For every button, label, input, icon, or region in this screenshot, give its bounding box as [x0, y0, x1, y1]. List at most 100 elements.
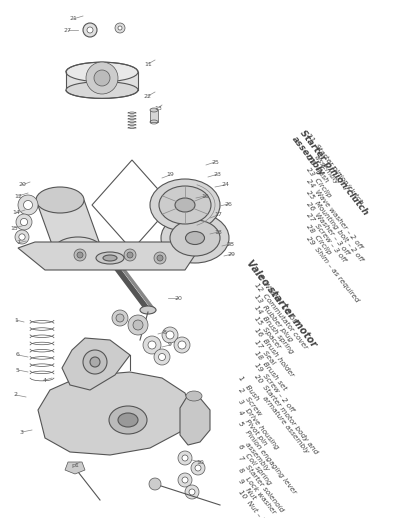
Text: 27  Screw – 3 off: 27 Screw – 3 off	[305, 212, 347, 263]
Text: 10  Nut – 2 off: 10 Nut – 2 off	[237, 490, 273, 518]
Polygon shape	[36, 200, 102, 250]
Text: 12: 12	[14, 194, 22, 198]
Text: 4   Pivot pin: 4 Pivot pin	[237, 409, 268, 447]
Text: 25: 25	[211, 160, 219, 165]
Circle shape	[112, 310, 128, 326]
Text: Starter pinion/clutch
assembly: Starter pinion/clutch assembly	[290, 128, 370, 223]
Text: 19  Screw – 2 off: 19 Screw – 2 off	[253, 362, 295, 413]
Text: 23: 23	[214, 171, 222, 177]
Circle shape	[74, 249, 86, 261]
Polygon shape	[180, 395, 210, 445]
Circle shape	[154, 349, 170, 365]
Text: 4: 4	[43, 378, 47, 382]
Text: 22: 22	[144, 94, 152, 98]
Text: 14: 14	[12, 210, 20, 215]
Text: 18  Brush set: 18 Brush set	[253, 350, 288, 392]
Text: 28: 28	[226, 241, 234, 247]
Text: armature assembly: armature assembly	[253, 384, 310, 455]
Text: 11  Washer – 2 off: 11 Washer – 2 off	[253, 270, 298, 325]
Text: 20: 20	[18, 182, 26, 188]
Circle shape	[158, 353, 166, 361]
Circle shape	[118, 26, 122, 30]
Circle shape	[166, 331, 174, 339]
Polygon shape	[38, 372, 192, 455]
Circle shape	[77, 252, 83, 258]
Ellipse shape	[103, 255, 117, 261]
Polygon shape	[18, 242, 195, 270]
Circle shape	[195, 465, 201, 471]
Circle shape	[15, 230, 29, 244]
Text: p1: p1	[71, 463, 79, 468]
Text: 10: 10	[196, 459, 204, 465]
Text: 20  Starter motor body and: 20 Starter motor body and	[253, 373, 319, 455]
Text: 26: 26	[224, 202, 232, 207]
Circle shape	[191, 461, 205, 475]
Text: 2   Screw: 2 Screw	[237, 386, 262, 416]
Text: 1: 1	[14, 318, 18, 323]
Circle shape	[133, 320, 143, 330]
Circle shape	[16, 214, 32, 230]
Circle shape	[149, 478, 161, 490]
Circle shape	[174, 337, 190, 353]
Ellipse shape	[109, 406, 147, 434]
Circle shape	[162, 327, 178, 343]
Circle shape	[115, 23, 125, 33]
Circle shape	[124, 249, 136, 261]
Circle shape	[148, 341, 156, 349]
Text: 21: 21	[69, 17, 77, 22]
Ellipse shape	[186, 232, 204, 244]
Text: 17: 17	[214, 212, 222, 218]
Circle shape	[178, 341, 186, 349]
Text: 9   Nut: 9 Nut	[237, 478, 257, 501]
Polygon shape	[62, 338, 130, 390]
Text: 1   Bush: 1 Bush	[237, 375, 260, 402]
Text: 8: 8	[163, 329, 167, 335]
Text: 7: 7	[16, 240, 20, 246]
Text: 24: 24	[221, 182, 229, 188]
Text: 8   Lock washer: 8 Lock washer	[237, 467, 277, 515]
Ellipse shape	[150, 179, 220, 231]
Ellipse shape	[36, 187, 84, 213]
Text: 3   Drive housing: 3 Drive housing	[237, 398, 280, 450]
Circle shape	[94, 70, 110, 86]
Circle shape	[20, 219, 28, 226]
Text: 27: 27	[64, 27, 72, 33]
Polygon shape	[65, 462, 85, 474]
Text: 13  Rubber plug: 13 Rubber plug	[253, 293, 294, 342]
Circle shape	[116, 314, 124, 322]
Text: assembly: assembly	[237, 432, 270, 472]
Text: 29  Shim – as required: 29 Shim – as required	[305, 235, 360, 303]
Circle shape	[83, 23, 97, 37]
Text: 11: 11	[144, 62, 152, 66]
Text: 6: 6	[16, 353, 20, 357]
Circle shape	[87, 27, 93, 33]
Ellipse shape	[66, 62, 138, 82]
Ellipse shape	[150, 108, 158, 112]
Circle shape	[90, 357, 100, 367]
Circle shape	[157, 255, 163, 261]
Circle shape	[185, 485, 199, 499]
Ellipse shape	[66, 82, 138, 98]
Circle shape	[83, 350, 107, 374]
Text: 28  Circlip: 28 Circlip	[305, 224, 332, 256]
Text: 18: 18	[214, 229, 222, 235]
Text: 21  Starter pinion/clutch: 21 Starter pinion/clutch	[305, 132, 364, 205]
Circle shape	[143, 336, 161, 354]
Text: 23  Circlip: 23 Circlip	[305, 166, 332, 199]
Circle shape	[128, 315, 148, 335]
Ellipse shape	[118, 413, 138, 427]
Text: 16  Brush holder: 16 Brush holder	[253, 327, 295, 378]
Text: 13: 13	[154, 106, 162, 110]
Text: 25  Mounting bolt – 2 off: 25 Mounting bolt – 2 off	[305, 189, 364, 263]
Ellipse shape	[186, 391, 202, 401]
Text: 6   Coil spring: 6 Coil spring	[237, 443, 273, 486]
Text: 9: 9	[168, 342, 172, 348]
Text: 3: 3	[20, 429, 24, 435]
Circle shape	[18, 195, 38, 215]
Text: 16: 16	[201, 194, 209, 198]
Text: 26  Washer – 3 off: 26 Washer – 3 off	[305, 200, 350, 256]
Text: 29: 29	[228, 252, 236, 256]
Text: 17  Seal: 17 Seal	[253, 339, 276, 366]
Text: 15  Spacer: 15 Spacer	[253, 316, 282, 350]
Circle shape	[86, 62, 118, 94]
